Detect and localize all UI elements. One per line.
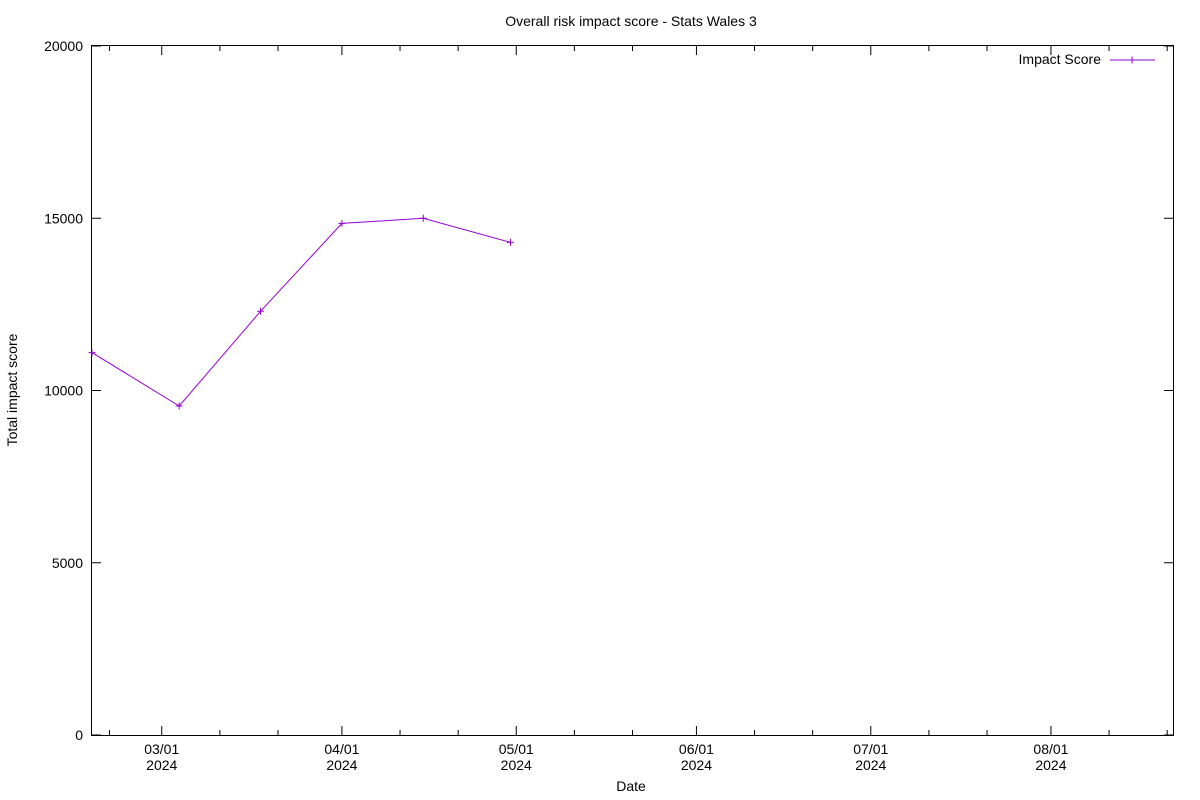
y-tick-label: 20000 (44, 38, 83, 54)
x-tick-label-year: 2024 (146, 757, 177, 773)
series-layer (88, 214, 514, 410)
x-tick-label-year: 2024 (855, 757, 886, 773)
x-tick-label-month: 03/01 (144, 741, 179, 757)
legend-label: Impact Score (1019, 51, 1102, 67)
series-line (91, 217, 511, 407)
y-axis-label: Total impact score (4, 333, 20, 446)
x-tick-label-year: 2024 (1035, 757, 1066, 773)
plot-frame (91, 45, 1174, 736)
x-tick-label-month: 06/01 (679, 741, 714, 757)
x-axis-label: Date (616, 778, 646, 794)
y-tick-label: 10000 (44, 383, 83, 399)
x-tick-label-month: 08/01 (1033, 741, 1068, 757)
data-point-marker (338, 219, 346, 227)
x-tick-label-month: 07/01 (853, 741, 888, 757)
legend-marker (1128, 56, 1136, 64)
x-tick-label-month: 05/01 (499, 741, 534, 757)
data-point-marker (419, 214, 427, 222)
x-tick-label-month: 04/01 (324, 741, 359, 757)
data-point-marker (257, 307, 265, 315)
data-point-marker (175, 402, 183, 410)
axis-ticks (92, 45, 1173, 736)
chart-title: Overall risk impact score - Stats Wales … (505, 13, 757, 29)
y-tick-label: 5000 (52, 555, 83, 571)
data-point-marker (506, 238, 514, 246)
legend: Impact Score (1019, 51, 1155, 67)
x-tick-label-year: 2024 (681, 757, 712, 773)
y-tick-label: 0 (75, 727, 83, 743)
y-tick-label: 15000 (44, 210, 83, 226)
x-tick-label-year: 2024 (501, 757, 532, 773)
x-tick-label-year: 2024 (326, 757, 357, 773)
data-point-marker (88, 349, 96, 357)
